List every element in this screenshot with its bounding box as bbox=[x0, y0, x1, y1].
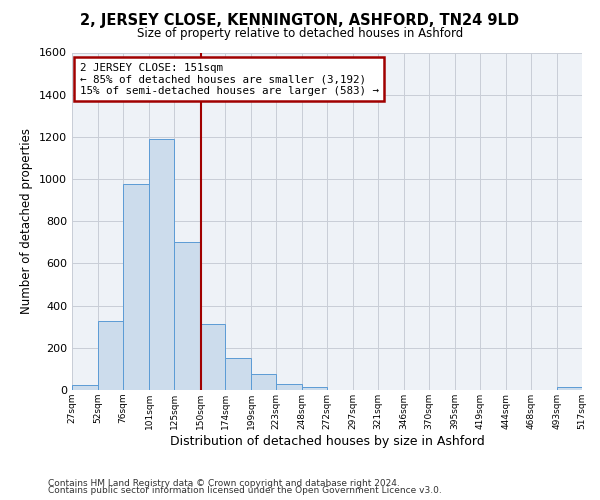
Text: 2 JERSEY CLOSE: 151sqm
← 85% of detached houses are smaller (3,192)
15% of semi-: 2 JERSEY CLOSE: 151sqm ← 85% of detached… bbox=[80, 62, 379, 96]
Bar bbox=[98, 322, 123, 390]
Bar bbox=[174, 242, 200, 390]
Bar bbox=[149, 139, 174, 390]
Y-axis label: Number of detached properties: Number of detached properties bbox=[20, 128, 34, 314]
Bar bbox=[302, 387, 327, 390]
Bar bbox=[200, 324, 225, 390]
Text: Contains public sector information licensed under the Open Government Licence v3: Contains public sector information licen… bbox=[48, 486, 442, 495]
Bar bbox=[276, 384, 302, 390]
X-axis label: Distribution of detached houses by size in Ashford: Distribution of detached houses by size … bbox=[170, 434, 484, 448]
Bar bbox=[72, 384, 98, 390]
Text: 2, JERSEY CLOSE, KENNINGTON, ASHFORD, TN24 9LD: 2, JERSEY CLOSE, KENNINGTON, ASHFORD, TN… bbox=[80, 12, 520, 28]
Text: Contains HM Land Registry data © Crown copyright and database right 2024.: Contains HM Land Registry data © Crown c… bbox=[48, 478, 400, 488]
Bar bbox=[557, 387, 582, 390]
Bar bbox=[251, 374, 276, 390]
Bar bbox=[123, 184, 149, 390]
Text: Size of property relative to detached houses in Ashford: Size of property relative to detached ho… bbox=[137, 28, 463, 40]
Bar bbox=[225, 358, 251, 390]
